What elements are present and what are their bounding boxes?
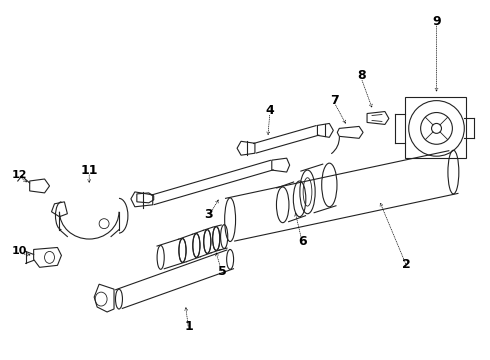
Text: 9: 9 — [432, 15, 441, 28]
Text: 6: 6 — [298, 235, 307, 248]
Text: 7: 7 — [330, 94, 339, 107]
Text: 12: 12 — [12, 170, 27, 180]
Text: 11: 11 — [80, 163, 98, 176]
Text: 10: 10 — [12, 247, 27, 256]
Text: 4: 4 — [266, 104, 274, 117]
Text: 1: 1 — [184, 320, 193, 333]
Text: 8: 8 — [357, 69, 366, 82]
Text: 3: 3 — [204, 208, 213, 221]
Text: 2: 2 — [402, 258, 411, 271]
Text: 5: 5 — [218, 265, 226, 278]
